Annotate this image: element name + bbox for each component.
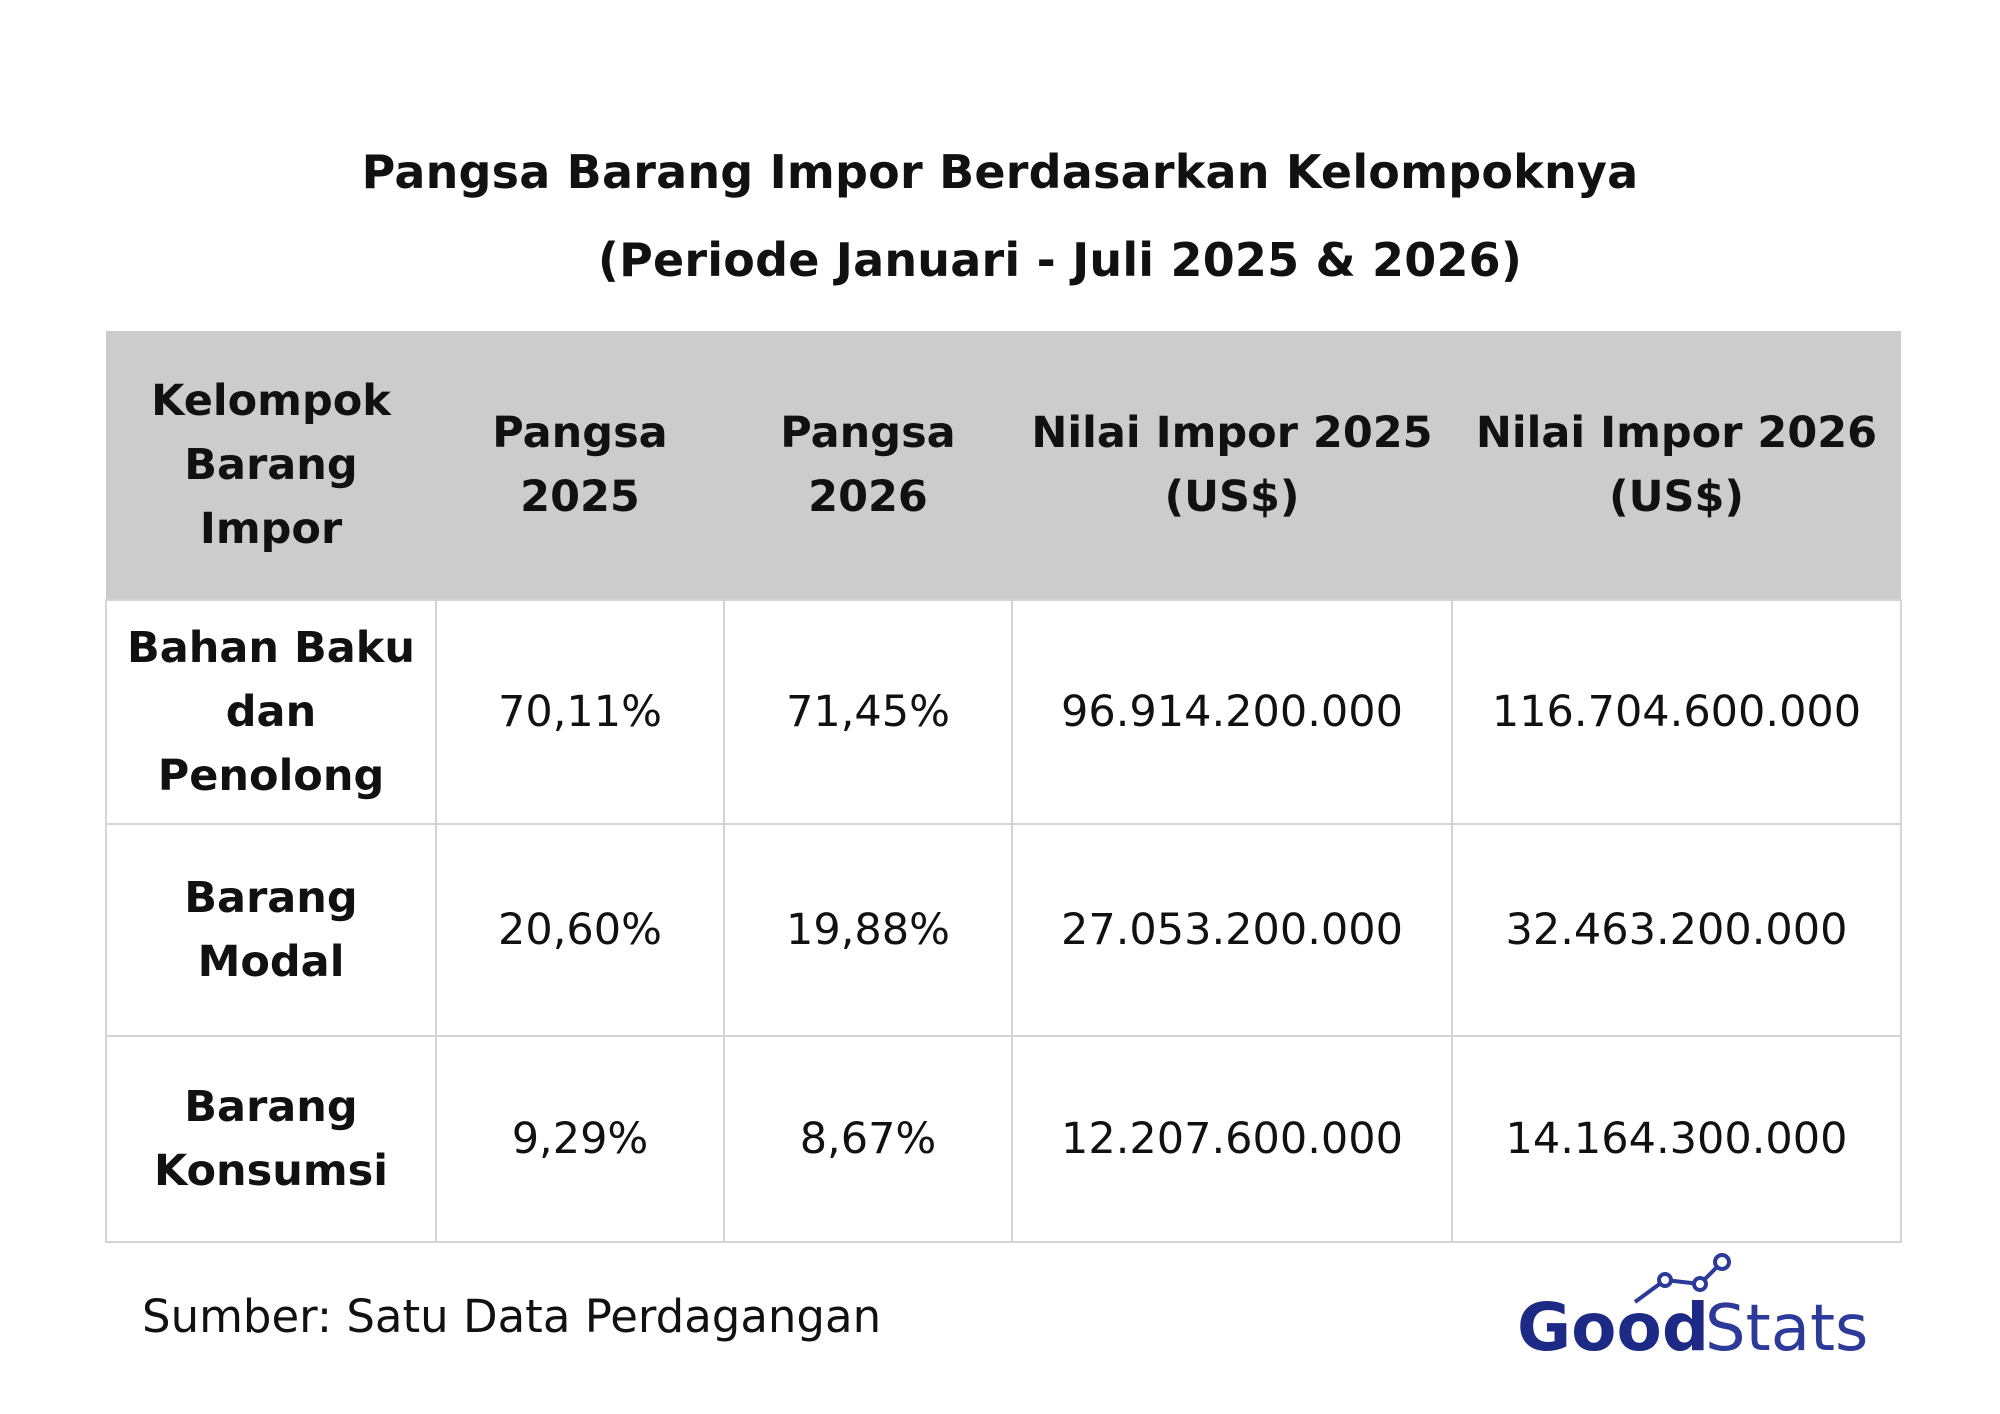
table-row: Barang Konsumsi 9,29% 8,67% 12.207.600.0… bbox=[105, 1035, 1902, 1243]
table-header-row: Kelompok Barang Impor Pangsa 2025 Pangsa… bbox=[106, 331, 1901, 600]
cell-kelompok: Barang Konsumsi bbox=[105, 1035, 437, 1243]
cell-nilai-2026: 14.164.300.000 bbox=[1451, 1035, 1902, 1243]
chart-title: Pangsa Barang Impor Berdasarkan Kelompok… bbox=[361, 145, 1639, 199]
cell-nilai-2025: 27.053.200.000 bbox=[1011, 823, 1453, 1037]
cell-nilai-2025: 96.914.200.000 bbox=[1011, 599, 1453, 825]
source-note: Sumber: Satu Data Perdagangan bbox=[142, 1290, 882, 1343]
cell-pangsa-2026: 71,45% bbox=[723, 599, 1013, 825]
logo-text-good: Good bbox=[1517, 1289, 1709, 1360]
logo-text-stats: Stats bbox=[1705, 1292, 1868, 1360]
cell-pangsa-2025: 70,11% bbox=[435, 599, 725, 825]
header-kelompok: Kelompok Barang Impor bbox=[106, 331, 436, 600]
chart-subtitle: (Periode Januari - Juli 2025 & 2026) bbox=[597, 233, 1523, 287]
table-row: Bahan Baku dan Penolong 70,11% 71,45% 96… bbox=[105, 599, 1902, 825]
header-pangsa-2025: Pangsa 2025 bbox=[436, 331, 724, 600]
cell-pangsa-2026: 8,67% bbox=[723, 1035, 1013, 1243]
table-row: Barang Modal 20,60% 19,88% 27.053.200.00… bbox=[105, 823, 1902, 1037]
goodstats-logo: Good Stats bbox=[1517, 1253, 1868, 1360]
cell-pangsa-2026: 19,88% bbox=[723, 823, 1013, 1037]
cell-kelompok: Bahan Baku dan Penolong bbox=[105, 599, 437, 825]
line-chart-icon bbox=[1633, 1253, 1731, 1304]
cell-nilai-2026: 32.463.200.000 bbox=[1451, 823, 1902, 1037]
cell-pangsa-2025: 9,29% bbox=[435, 1035, 725, 1243]
cell-kelompok: Barang Modal bbox=[105, 823, 437, 1037]
import-share-table: Kelompok Barang Impor Pangsa 2025 Pangsa… bbox=[105, 331, 1902, 1243]
header-nilai-2025: Nilai Impor 2025 (US$) bbox=[1012, 331, 1452, 600]
cell-nilai-2026: 116.704.600.000 bbox=[1451, 599, 1902, 825]
cell-pangsa-2025: 20,60% bbox=[435, 823, 725, 1037]
cell-nilai-2025: 12.207.600.000 bbox=[1011, 1035, 1453, 1243]
header-pangsa-2026: Pangsa 2026 bbox=[724, 331, 1012, 600]
header-nilai-2026: Nilai Impor 2026 (US$) bbox=[1452, 331, 1901, 600]
